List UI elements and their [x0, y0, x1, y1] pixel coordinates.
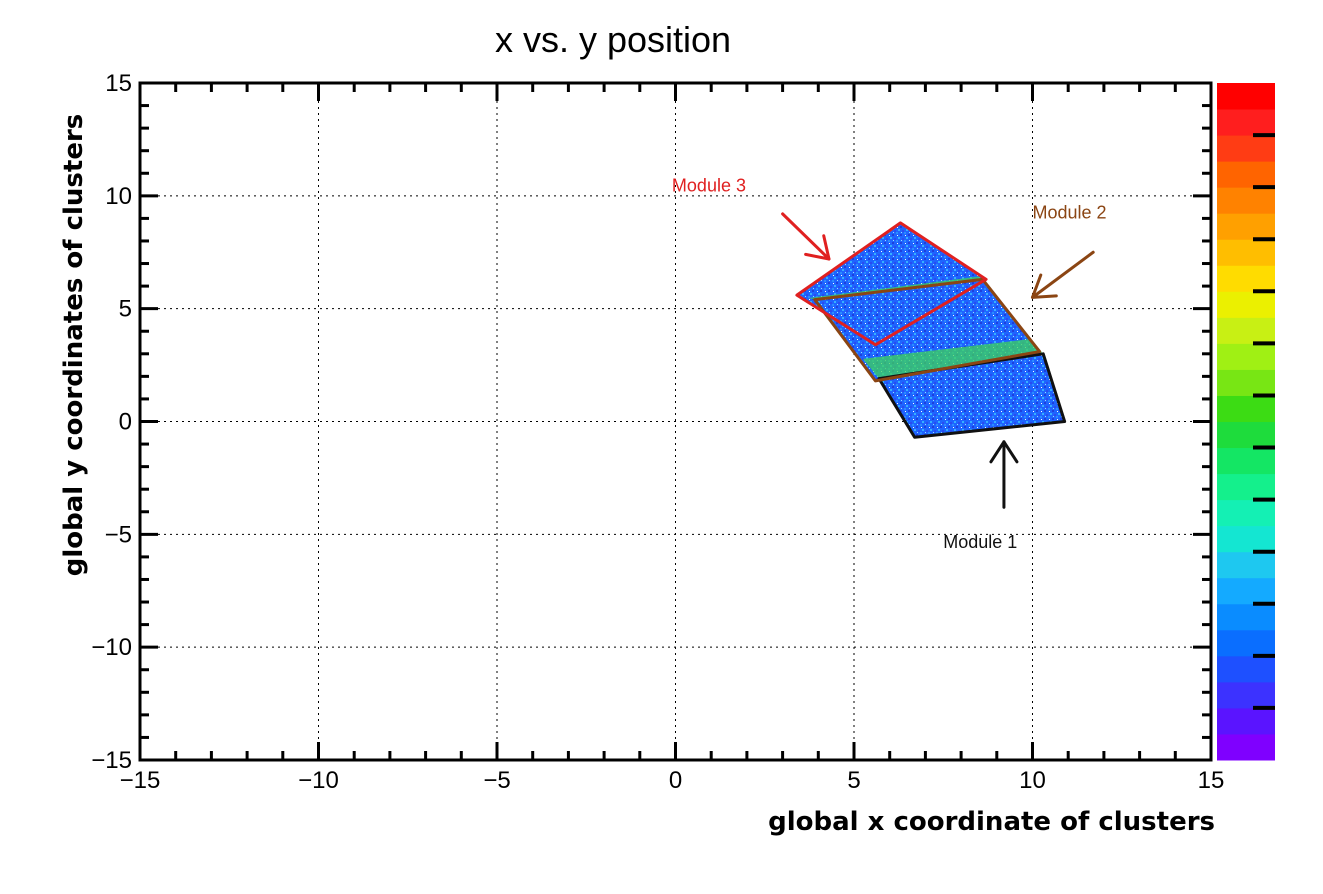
modules [795, 221, 1067, 439]
colorbar-step [1217, 629, 1275, 657]
colorbar-step [1217, 265, 1275, 292]
colorbar-step [1217, 109, 1275, 136]
colorbar-step [1217, 161, 1275, 188]
module-label: Module 3 [672, 175, 746, 195]
colorbar-step [1217, 239, 1275, 266]
colorbar-step [1217, 213, 1275, 240]
grid [140, 83, 1211, 760]
y-tick-label: 0 [119, 409, 132, 436]
y-tick-label: −10 [91, 634, 132, 661]
module-outline [795, 221, 988, 347]
y-tick-label: −15 [91, 747, 132, 774]
module-arrow [1031, 250, 1095, 299]
y-axis-label: global y coordinates of clusters [59, 114, 89, 577]
chart-title: x vs. y position [495, 19, 731, 60]
colorbar-step [1217, 187, 1275, 214]
colorbar-step [1217, 655, 1275, 683]
colorbar-step [1217, 135, 1275, 162]
module-label: Module 2 [1033, 202, 1107, 222]
module-arrow-head [804, 234, 831, 261]
x-tick-label: 10 [1019, 767, 1046, 794]
y-tick-label: 5 [119, 296, 132, 323]
x-tick-label: −15 [120, 767, 161, 794]
colorbar-step [1217, 733, 1275, 761]
colorbar-step [1217, 421, 1275, 449]
colorbar-step [1217, 343, 1275, 370]
colorbar-step [1217, 83, 1275, 110]
y-tick-label: 10 [105, 183, 132, 210]
colorbar-step [1217, 551, 1275, 579]
colorbar-step [1217, 369, 1275, 396]
x-tick-label: 5 [847, 767, 860, 794]
colorbar-step [1217, 447, 1275, 475]
x-tick-label: −5 [483, 767, 510, 794]
y-tick-labels: −15 −10 −5 0 5 10 15 [91, 70, 132, 774]
module-outline [813, 277, 1042, 383]
colorbar-step [1217, 473, 1275, 501]
y-tick-label: −5 [105, 521, 132, 548]
colorbar-step [1217, 603, 1275, 631]
module-arrow-head [1031, 273, 1058, 299]
colorbar-step [1217, 395, 1275, 422]
module-arrow-head [989, 440, 1019, 464]
colorbar [1217, 83, 1275, 761]
colorbar-step [1217, 291, 1275, 318]
overlap-band [862, 338, 1044, 379]
x-tick-label: 15 [1198, 767, 1225, 794]
x-tick-label: −10 [298, 767, 339, 794]
axis-ticks [138, 81, 1213, 762]
colorbar-step [1217, 681, 1275, 709]
module-arrow [781, 212, 831, 261]
colorbar-step [1217, 577, 1275, 605]
colorbar-step [1217, 525, 1275, 553]
module-annotations: Module 1 Module 2 Module 3 [672, 175, 1107, 552]
y-tick-label: 15 [105, 70, 132, 97]
module-fill [878, 353, 1065, 438]
colorbar-step [1217, 499, 1275, 527]
colorbar-step [1217, 707, 1275, 735]
module-outline [877, 352, 1067, 439]
module-label: Module 1 [943, 532, 1017, 552]
module-fill [796, 222, 987, 345]
colorbar-step [1217, 317, 1275, 344]
x-tick-labels: −15 −10 −5 0 5 10 15 [120, 767, 1225, 794]
x-tick-label: 0 [669, 767, 682, 794]
x-axis-label: global x coordinate of clusters [768, 807, 1215, 837]
